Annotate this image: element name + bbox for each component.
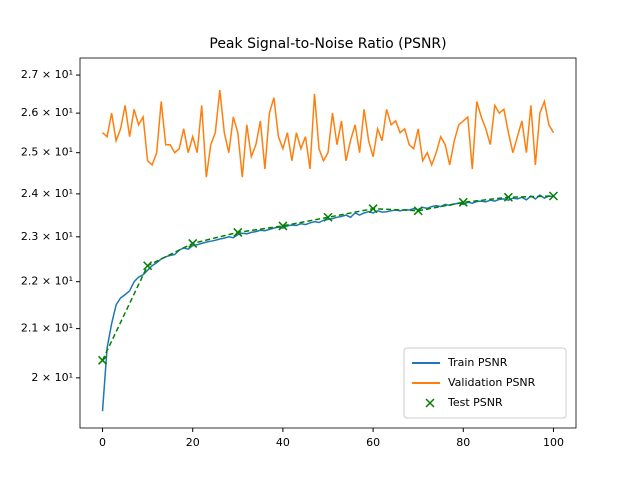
marker bbox=[188, 238, 198, 248]
x-tick-label: 100 bbox=[543, 436, 564, 449]
marker bbox=[503, 192, 513, 202]
marker bbox=[368, 204, 378, 214]
marker bbox=[323, 212, 333, 222]
plot-frame bbox=[79, 57, 577, 429]
y-tick-label: 2.4 × 10¹ bbox=[21, 187, 73, 200]
y-tick-label: 2.1 × 10¹ bbox=[21, 322, 73, 335]
legend-box bbox=[403, 347, 567, 419]
marker bbox=[548, 191, 558, 201]
y-tick-label: 2.6 × 10¹ bbox=[21, 106, 73, 119]
legend-marker bbox=[425, 398, 435, 408]
series-line bbox=[102, 90, 555, 178]
x-tick-label: 20 bbox=[186, 436, 200, 449]
marker bbox=[458, 197, 468, 207]
x-tick-label: 80 bbox=[456, 436, 470, 449]
x-tick-label: 40 bbox=[276, 436, 290, 449]
y-tick-label: 2.3 × 10¹ bbox=[21, 230, 73, 243]
marker bbox=[143, 261, 153, 271]
x-tick-label: 60 bbox=[366, 436, 380, 449]
legend-label: Validation PSNR bbox=[448, 376, 536, 389]
y-tick-label: 2.5 × 10¹ bbox=[21, 146, 73, 159]
legend-label: Test PSNR bbox=[447, 396, 503, 409]
x-tick-label: 0 bbox=[99, 436, 106, 449]
marker bbox=[413, 206, 423, 216]
y-tick-label: 2 × 10¹ bbox=[31, 371, 73, 384]
marker bbox=[98, 355, 108, 365]
legend-label: Train PSNR bbox=[447, 356, 508, 369]
marker bbox=[233, 227, 243, 237]
trend-line bbox=[101, 195, 554, 361]
y-tick-label: 2.2 × 10¹ bbox=[21, 275, 73, 288]
chart-title: Peak Signal-to-Noise Ratio (PSNR) bbox=[209, 36, 446, 52]
y-tick-label: 2.7 × 10¹ bbox=[21, 68, 73, 81]
marker bbox=[278, 221, 288, 231]
